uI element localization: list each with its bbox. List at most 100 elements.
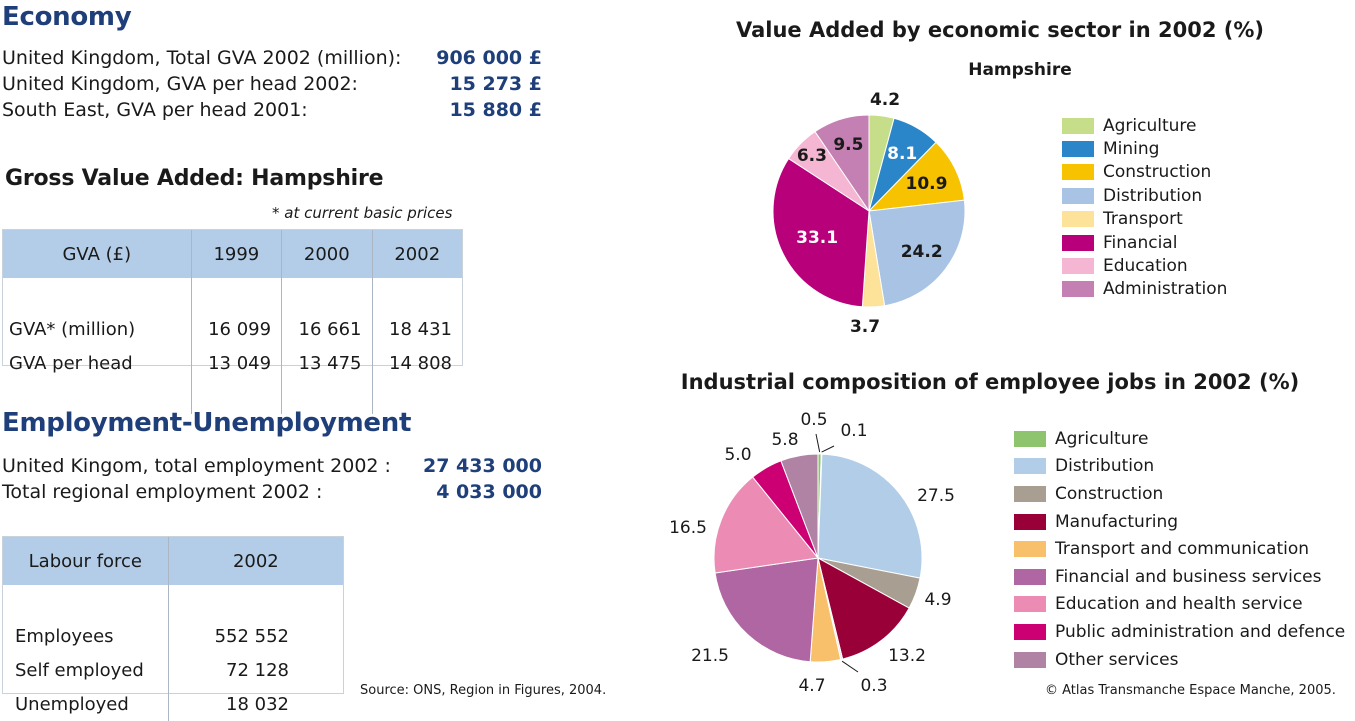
- chart2-legend-item-education-and-health-service: Education and health service: [1014, 591, 1345, 619]
- labour-row-label: Unemployed: [15, 693, 129, 715]
- chart1-slice-construction: [867, 141, 965, 212]
- chart1-legend-label: Mining: [1103, 139, 1160, 160]
- chart1-legend-item-construction: Construction: [1062, 161, 1227, 184]
- chart2-legend-swatch: [1014, 458, 1046, 475]
- gva-cell: 13 475: [281, 346, 373, 380]
- chart2-slice-distribution: [817, 453, 923, 579]
- chart2-pie: 0.5 0.1 27.5 4.9 13.20.3 4.7 21.5 16.5 5.0 5.8: [669, 410, 955, 696]
- chart1-legend-swatch: [1062, 211, 1094, 228]
- chart1-legend-swatch: [1062, 164, 1094, 181]
- labour-row-label: Employees: [15, 625, 114, 647]
- chart2-legend-item-manufacturing: Manufacturing: [1014, 508, 1345, 536]
- chart2-label-5-8: 5.8: [771, 430, 798, 450]
- chart2-legend-label: Construction: [1055, 483, 1164, 504]
- chart1-label-3-7: 3.7: [850, 317, 880, 337]
- chart2-legend-label: Public administration and defence: [1055, 621, 1346, 642]
- economy-value-2: 15 273 £: [449, 73, 542, 95]
- chart2-legend-item-public-administration-and-defence: Public administration and defence: [1014, 618, 1345, 646]
- chart1-legend-label: Transport: [1103, 209, 1183, 230]
- labour-row-label: Self employed: [15, 659, 144, 681]
- gva-row-label: GVA* (million): [9, 318, 136, 340]
- chart2-slice-education-and-health-service: [713, 476, 819, 574]
- chart1-label-33-1: 33.1: [796, 228, 838, 248]
- chart2-legend-swatch: [1014, 541, 1046, 558]
- chart1-title: Value Added by economic sector in 2002 (…: [735, 18, 1265, 42]
- labour-table: Labour force 2002 Employees 552 552 Self…: [2, 536, 344, 721]
- chart1-label-8-1: 8.1: [887, 144, 917, 164]
- gva-header-2000: 2000: [281, 230, 373, 278]
- economy-label-2: United Kingdom, GVA per head 2002:: [2, 73, 358, 95]
- chart2-legend-swatch: [1014, 568, 1046, 585]
- chart1-slice-administration: [814, 114, 870, 213]
- chart2-label-4-9: 4.9: [924, 590, 951, 610]
- gva-header-1999: 1999: [190, 230, 282, 278]
- chart1-legend-item-distribution: Distribution: [1062, 184, 1227, 207]
- copyright-note: © Atlas Transmanche Espace Manche, 2005.: [1045, 683, 1336, 698]
- employment-title: Employment-Unemployment: [2, 408, 412, 438]
- source-note: Source: ONS, Region in Figures, 2004.: [360, 683, 607, 698]
- gva-row-label: GVA per head: [9, 352, 133, 374]
- gva-cell: 16 661: [281, 312, 373, 346]
- chart2-legend-item-distribution: Distribution: [1014, 453, 1345, 481]
- table-row: Self employed 72 128: [3, 653, 343, 687]
- chart2-legend-swatch: [1014, 485, 1046, 502]
- chart1-legend-label: Agriculture: [1103, 115, 1197, 136]
- chart1-legend-label: Administration: [1103, 279, 1228, 300]
- chart1-legend-swatch: [1062, 234, 1094, 251]
- chart2-legend-swatch: [1014, 430, 1046, 447]
- table-row: GVA* (million) 16 099 16 661 18 431: [3, 312, 462, 346]
- chart2-legend-item-transport-and-communication: Transport and communication: [1014, 535, 1345, 563]
- chart2-legend-swatch: [1014, 651, 1046, 668]
- gva-table: GVA (£) 1999 2000 2002 GVA* (million) 16…: [2, 229, 463, 414]
- chart2-legend-item-agriculture: Agriculture: [1014, 425, 1345, 453]
- chart1-label-4-2: 4.2: [870, 90, 900, 110]
- chart2-title: Industrial composition of employee jobs …: [680, 370, 1300, 394]
- chart2-label-5-0: 5.0: [724, 445, 751, 465]
- chart1-legend-swatch: [1062, 258, 1094, 275]
- chart2-legend-label: Education and health service: [1055, 594, 1303, 615]
- chart2-leader-0-3: [841, 660, 859, 673]
- chart2-legend-label: Transport and communication: [1055, 539, 1310, 560]
- chart1-slice-distribution: [868, 199, 966, 307]
- chart2-slice-other-services: [780, 453, 819, 559]
- chart2-label-16-5: 16.5: [669, 518, 707, 538]
- chart1-legend-swatch: [1062, 117, 1094, 134]
- chart1-legend-item-administration: Administration: [1062, 278, 1227, 301]
- chart2-label-27-5: 27.5: [917, 486, 955, 506]
- labour-header-label: Labour force: [3, 537, 169, 585]
- chart1-legend-label: Distribution: [1103, 185, 1203, 206]
- chart2-label-21-5: 21.5: [691, 646, 729, 666]
- chart2-legend-item-construction: Construction: [1014, 480, 1345, 508]
- chart2-legend-swatch: [1014, 596, 1046, 613]
- chart1-label-24-2: 24.2: [901, 242, 943, 262]
- labour-cell: 552 552: [167, 619, 343, 653]
- table-row: Unemployed 18 032: [3, 687, 343, 721]
- economy-label-1: United Kingdom, Total GVA 2002 (million)…: [2, 47, 402, 69]
- chart1-label-9-5: 9.5: [833, 135, 863, 155]
- chart1-legend-item-mining: Mining: [1062, 137, 1227, 160]
- chart1-legend-label: Construction: [1103, 162, 1212, 183]
- chart2-label-0-3: 0.3: [860, 676, 887, 696]
- employment-label-1: United Kingom, total employment 2002 :: [2, 455, 391, 477]
- chart2-legend-label: Financial and business services: [1055, 566, 1322, 587]
- chart2-slice-financial-and-business-services: [714, 557, 819, 663]
- economy-value-3: 15 880 £: [449, 99, 542, 121]
- chart2-legend: Agriculture Distribution Construction Manuf…: [1014, 425, 1345, 673]
- chart2-leader-0-5: [815, 433, 821, 453]
- chart1-label-6-3: 6.3: [797, 146, 827, 166]
- chart1-legend: Agriculture Mining Construction Distributio…: [1062, 114, 1227, 301]
- chart2-label-4-7: 4.7: [798, 676, 825, 696]
- chart1-legend-swatch: [1062, 141, 1094, 158]
- chart2-label-0-1: 0.1: [840, 421, 867, 441]
- chart1-legend-swatch: [1062, 187, 1094, 204]
- gva-cell: 16 099: [190, 312, 282, 346]
- economy-label-3: South East, GVA per head 2001:: [2, 99, 308, 121]
- chart2-label-0-5: 0.5: [800, 410, 827, 430]
- chart2-legend-item-other-services: Other services: [1014, 646, 1345, 674]
- chart2-legend-item-financial-and-business-services: Financial and business services: [1014, 563, 1345, 591]
- chart2-legend-label: Distribution: [1055, 456, 1155, 477]
- labour-cell: 18 032: [167, 687, 343, 721]
- employment-value-2: 4 033 000: [436, 481, 542, 503]
- employment-label-2: Total regional employment 2002 :: [2, 481, 323, 503]
- gva-cell: 14 808: [371, 346, 462, 380]
